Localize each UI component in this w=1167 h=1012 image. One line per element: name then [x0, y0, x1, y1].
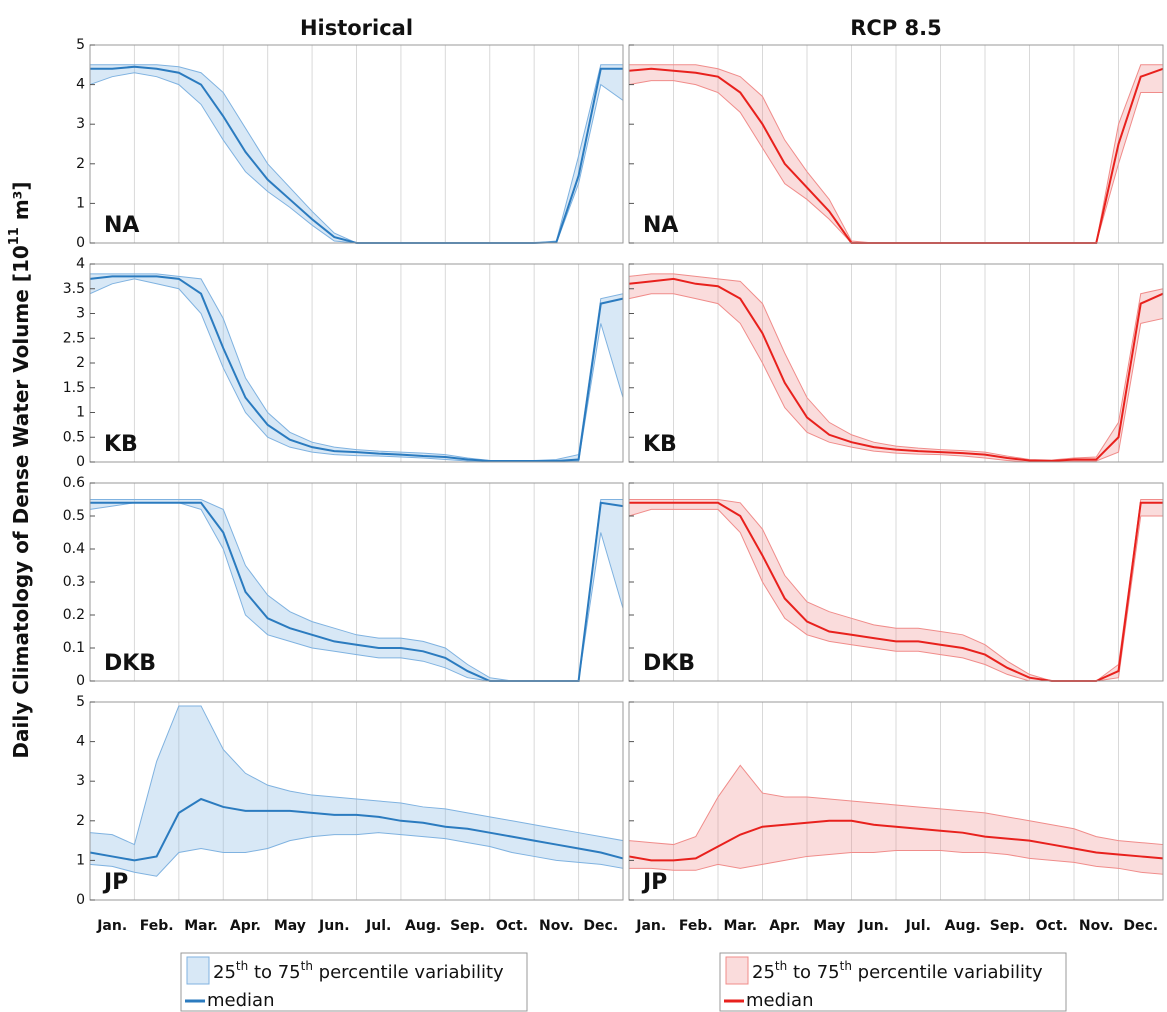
- legend-box: [180, 952, 528, 1012]
- x-tick-label: Jan.: [96, 918, 127, 934]
- x-tick-label: Jun.: [318, 918, 349, 934]
- region-label: NA: [104, 213, 139, 238]
- x-tick-label: Feb.: [679, 918, 713, 934]
- y-tick-label: 0.6: [63, 475, 85, 491]
- region-label: KB: [104, 432, 138, 457]
- region-label: KB: [643, 432, 677, 457]
- y-tick-label: 0.2: [63, 607, 85, 623]
- y-tick-label: 5: [76, 37, 85, 53]
- region-label: DKB: [104, 651, 156, 676]
- plot-frame: [89, 701, 624, 901]
- x-tick-label: Aug.: [945, 918, 981, 934]
- plot-frame: [628, 701, 1164, 901]
- y-tick-label: 3: [76, 306, 85, 322]
- x-tick-label: Jun.: [858, 918, 889, 934]
- region-label: NA: [643, 213, 678, 238]
- x-tick-label: Mar.: [723, 918, 757, 934]
- x-tick-label: Sep.: [450, 918, 485, 934]
- median-line: [628, 819, 1164, 862]
- x-tick-label: Oct.: [496, 918, 528, 934]
- median-line: [89, 275, 624, 463]
- y-tick-label: 0: [76, 235, 85, 251]
- x-tick-label: Jul.: [365, 918, 391, 934]
- x-tick-label: Jan.: [635, 918, 666, 934]
- column-title: RCP 8.5: [850, 16, 942, 40]
- plot-frame: [89, 44, 624, 244]
- x-tick-label: May: [813, 918, 845, 934]
- y-axis-label: Daily Climatology of Dense Water Volume …: [7, 181, 33, 758]
- y-tick-label: 0.3: [63, 574, 85, 590]
- x-tick-label: Sep.: [990, 918, 1025, 934]
- y-tick-label: 0.1: [63, 640, 85, 656]
- legend-patch: [186, 956, 210, 985]
- median-line: [89, 797, 624, 862]
- y-tick-label: 3: [76, 116, 85, 132]
- y-tick-label: 1: [76, 852, 85, 868]
- legend-label: median: [207, 990, 274, 1011]
- y-tick-label: 1.5: [63, 380, 85, 396]
- y-tick-label: 0.4: [63, 541, 85, 557]
- y-label-end: m³]: [9, 181, 33, 227]
- y-tick-label: 0.5: [63, 508, 85, 524]
- region-label: JP: [641, 870, 667, 895]
- y-tick-label: 1: [76, 195, 85, 211]
- y-tick-label: 0: [76, 454, 85, 470]
- y-tick-label: 1: [76, 405, 85, 421]
- region-label: JP: [102, 870, 128, 895]
- y-tick-label: 0.5: [63, 429, 85, 445]
- y-tick-label: 4: [76, 256, 85, 272]
- x-tick-label: Jul.: [905, 918, 931, 934]
- y-tick-label: 2.5: [63, 330, 85, 346]
- y-tick-label: 4: [76, 77, 85, 93]
- y-tick-label: 3.5: [63, 281, 85, 297]
- column-title: Historical: [300, 16, 413, 40]
- x-tick-label: Apr.: [769, 918, 800, 934]
- y-tick-label: 2: [76, 355, 85, 371]
- x-tick-label: Apr.: [230, 918, 261, 934]
- legend-label: 25th to 75th percentile variability: [752, 959, 1043, 984]
- y-tick-label: 5: [76, 694, 85, 710]
- y-label-main: Daily Climatology of Dense Water Volume …: [9, 245, 33, 758]
- x-tick-label: Mar.: [184, 918, 218, 934]
- y-tick-label: 3: [76, 773, 85, 789]
- x-tick-label: Nov.: [1079, 918, 1114, 934]
- x-tick-label: Dec.: [583, 918, 618, 934]
- y-tick-label: 0: [76, 673, 85, 689]
- x-tick-label: Nov.: [539, 918, 574, 934]
- legend-box: [719, 952, 1067, 1012]
- y-tick-label: 4: [76, 734, 85, 750]
- legend-label: median: [746, 990, 813, 1011]
- legend-patch: [725, 956, 749, 985]
- x-tick-label: Feb.: [140, 918, 174, 934]
- y-tick-label: 2: [76, 813, 85, 829]
- x-tick-label: Aug.: [405, 918, 441, 934]
- y-label-sup: 11: [7, 227, 22, 245]
- x-tick-label: May: [274, 918, 306, 934]
- x-tick-label: Oct.: [1036, 918, 1068, 934]
- region-label: DKB: [643, 651, 695, 676]
- plot-frame: [628, 44, 1164, 244]
- median-line: [628, 277, 1164, 463]
- y-tick-label: 2: [76, 156, 85, 172]
- x-tick-label: Dec.: [1123, 918, 1158, 934]
- legend-label: 25th to 75th percentile variability: [213, 959, 504, 984]
- y-tick-label: 0: [76, 892, 85, 908]
